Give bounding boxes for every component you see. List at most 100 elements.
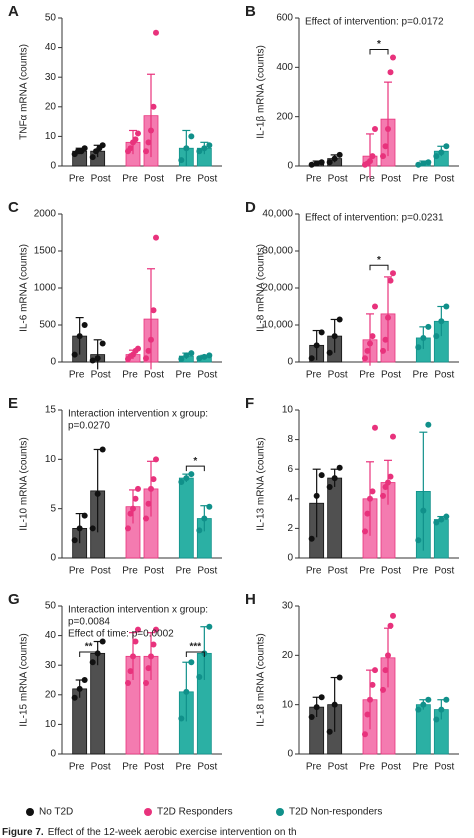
- data-point: [132, 495, 139, 502]
- x-tick-label: Pre: [306, 566, 322, 577]
- data-point: [367, 696, 373, 703]
- data-point: [183, 352, 190, 359]
- data-point: [81, 512, 88, 519]
- data-point: [99, 446, 106, 453]
- y-tick-label: 10,000: [262, 320, 293, 331]
- y-tick-label: 30: [282, 601, 294, 612]
- y-tick-label: 10: [282, 405, 294, 416]
- data-point: [331, 701, 338, 708]
- y-tick-label: 0: [287, 161, 293, 172]
- data-point: [313, 160, 320, 167]
- data-point: [415, 706, 422, 713]
- x-tick-label: Pre: [413, 370, 429, 381]
- data-point: [308, 355, 315, 362]
- data-point: [331, 155, 338, 162]
- significance-bracket: [185, 651, 205, 657]
- x-tick-label: Pre: [69, 174, 85, 185]
- data-point: [89, 525, 96, 532]
- data-point: [362, 355, 368, 362]
- y-tick-label: 20,000: [262, 283, 293, 294]
- bar: [327, 477, 343, 559]
- data-point: [81, 145, 88, 152]
- data-point: [150, 103, 157, 110]
- y-tick-label: 10: [45, 719, 57, 730]
- x-tick-label: Post: [434, 370, 454, 381]
- data-point: [81, 322, 88, 328]
- data-point: [433, 716, 440, 723]
- y-tick-label: 0: [50, 357, 56, 368]
- data-point: [326, 728, 333, 735]
- significance-label: *: [377, 39, 381, 50]
- y-tick-label: 1500: [34, 246, 57, 257]
- x-tick-label: Post: [381, 762, 401, 773]
- data-point: [420, 334, 427, 341]
- data-point: [148, 127, 154, 134]
- data-point: [153, 626, 159, 633]
- x-tick-label: Post: [328, 174, 348, 185]
- legend-label: No T2D: [39, 807, 73, 818]
- y-tick-label: 2000: [34, 209, 57, 220]
- error-bar: [384, 81, 392, 157]
- data-point: [433, 333, 440, 340]
- x-tick-label: Post: [197, 566, 217, 577]
- data-point: [385, 479, 391, 486]
- data-point: [336, 151, 343, 158]
- data-point: [369, 333, 376, 340]
- data-point: [89, 154, 96, 161]
- y-tick-label: 2: [287, 523, 293, 534]
- y-tick-label: 50: [45, 601, 57, 612]
- data-point: [127, 668, 134, 675]
- annotation: p=0.0084: [68, 617, 110, 628]
- data-point: [369, 153, 376, 160]
- data-point: [127, 145, 134, 152]
- y-axis-label: IL-8 mRNA (counts): [256, 244, 267, 332]
- data-point: [206, 352, 213, 359]
- y-tick-label: 0: [287, 553, 293, 564]
- data-point: [367, 158, 373, 165]
- data-point: [148, 653, 154, 660]
- data-point: [201, 515, 208, 522]
- data-point: [94, 490, 101, 497]
- data-point: [178, 157, 185, 164]
- data-point: [382, 667, 389, 674]
- significance-bracket: [369, 48, 389, 55]
- data-point: [382, 143, 389, 150]
- y-tick-label: 30: [45, 660, 57, 671]
- panel-label: B: [245, 3, 256, 20]
- data-point: [313, 492, 320, 499]
- x-tick-label: Post: [381, 370, 401, 381]
- data-point: [415, 161, 422, 168]
- y-tick-label: 40,000: [262, 209, 293, 220]
- data-point: [438, 149, 445, 156]
- data-point: [135, 626, 141, 633]
- significance-bracket: [185, 465, 205, 472]
- data-point: [369, 488, 376, 495]
- data-point: [415, 537, 422, 544]
- panel-label: F: [245, 395, 254, 412]
- x-tick-label: Post: [144, 762, 164, 773]
- caption-label: Figure 7.: [2, 827, 44, 838]
- y-tick-label: 0: [50, 553, 56, 564]
- data-point: [145, 347, 152, 354]
- y-tick-label: 4: [287, 493, 293, 504]
- legend-label: T2D Responders: [157, 807, 233, 818]
- x-tick-label: Pre: [176, 174, 192, 185]
- data-point: [143, 355, 149, 362]
- data-point: [308, 714, 315, 720]
- data-point: [150, 476, 157, 483]
- data-point: [372, 667, 378, 674]
- error-bar: [312, 468, 321, 538]
- x-tick-label: Post: [328, 762, 348, 773]
- data-point: [130, 653, 136, 660]
- data-point: [127, 510, 134, 517]
- data-point: [372, 424, 378, 431]
- data-point: [387, 473, 394, 480]
- data-point: [150, 641, 157, 648]
- data-point: [143, 148, 149, 155]
- data-point: [387, 622, 394, 629]
- data-point: [380, 686, 386, 693]
- data-point: [132, 136, 139, 143]
- y-tick-label: 30: [45, 72, 57, 83]
- data-point: [188, 350, 195, 357]
- data-point: [206, 503, 213, 510]
